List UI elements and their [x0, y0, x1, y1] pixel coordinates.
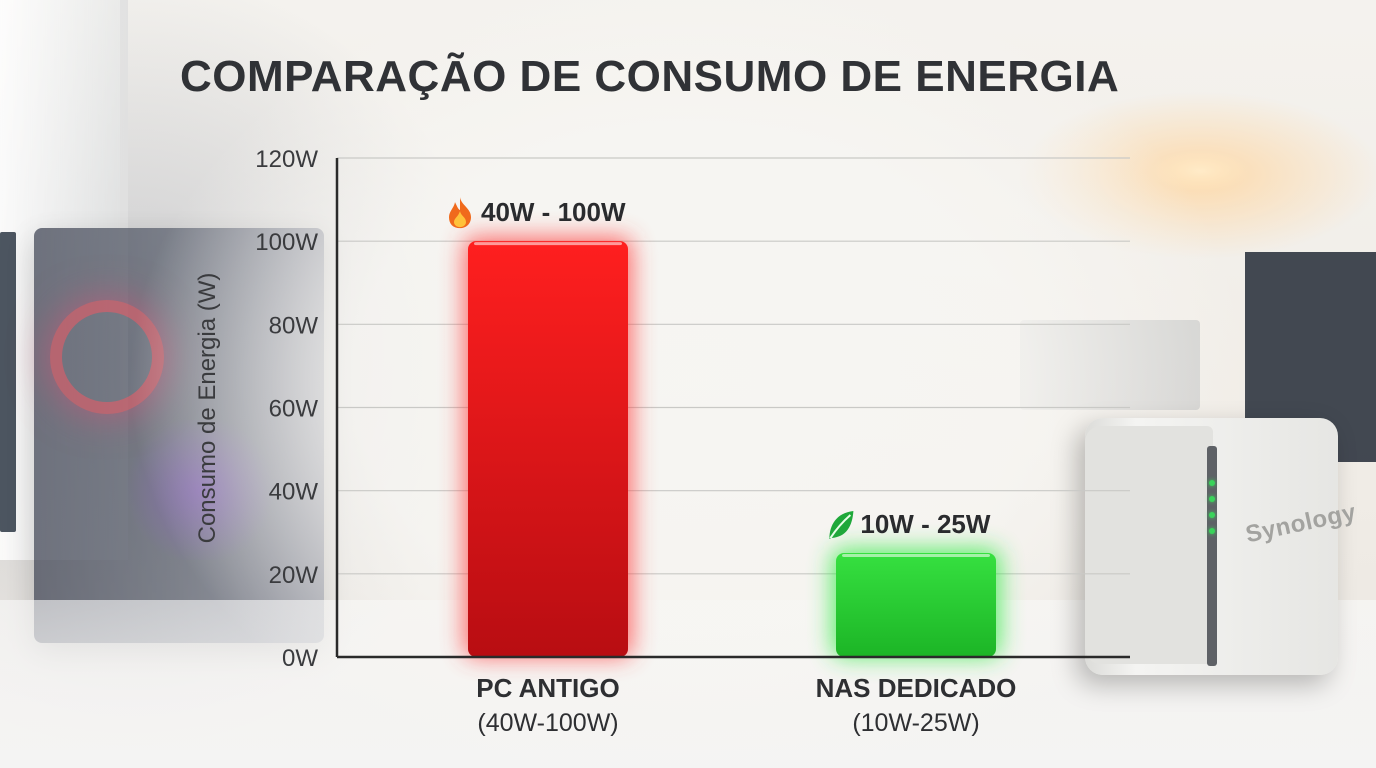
nas-device-illustration: Synology — [1085, 418, 1358, 675]
bar-highlight — [842, 554, 990, 558]
labels: 0W 20W 40W 60W 80W 100W 120W Consumo de Energia… — [194, 146, 1016, 737]
y-tick-label: 60W — [269, 396, 319, 423]
y-axis-label: Consumo de Energia (W) — [194, 273, 221, 544]
fire-icon — [449, 197, 471, 229]
data-label: 40W - 100W — [481, 197, 626, 227]
y-tick-label: 100W — [255, 229, 318, 256]
bar-pc-antigo — [468, 241, 628, 657]
nas-led — [1209, 496, 1215, 502]
leaf-icon — [829, 511, 854, 540]
nas-front-panel — [1085, 426, 1213, 664]
x-category-sublabel: (40W-100W) — [477, 709, 618, 737]
x-category-label: PC ANTIGO — [476, 673, 619, 703]
bar-nas-dedicado — [836, 553, 996, 657]
y-tick-label: 120W — [255, 146, 318, 173]
y-tick-label: 40W — [269, 479, 319, 506]
chart-title: COMPARAÇÃO DE CONSUMO DE ENERGIA — [180, 52, 1120, 101]
y-tick-label: 80W — [269, 312, 319, 339]
nas-led — [1209, 512, 1215, 518]
x-category-label: NAS DEDICADO — [816, 673, 1017, 703]
nas-led — [1209, 480, 1215, 486]
bar-highlight — [474, 242, 622, 246]
data-label: 10W - 25W — [860, 509, 990, 539]
nas-led — [1209, 528, 1215, 534]
axes — [335, 158, 1130, 659]
y-tick-label: 20W — [269, 562, 319, 589]
bars — [464, 237, 1000, 657]
y-tick-label: 0W — [282, 645, 318, 672]
x-category-sublabel: (10W-25W) — [852, 709, 979, 737]
nas-led-strip — [1207, 446, 1217, 666]
